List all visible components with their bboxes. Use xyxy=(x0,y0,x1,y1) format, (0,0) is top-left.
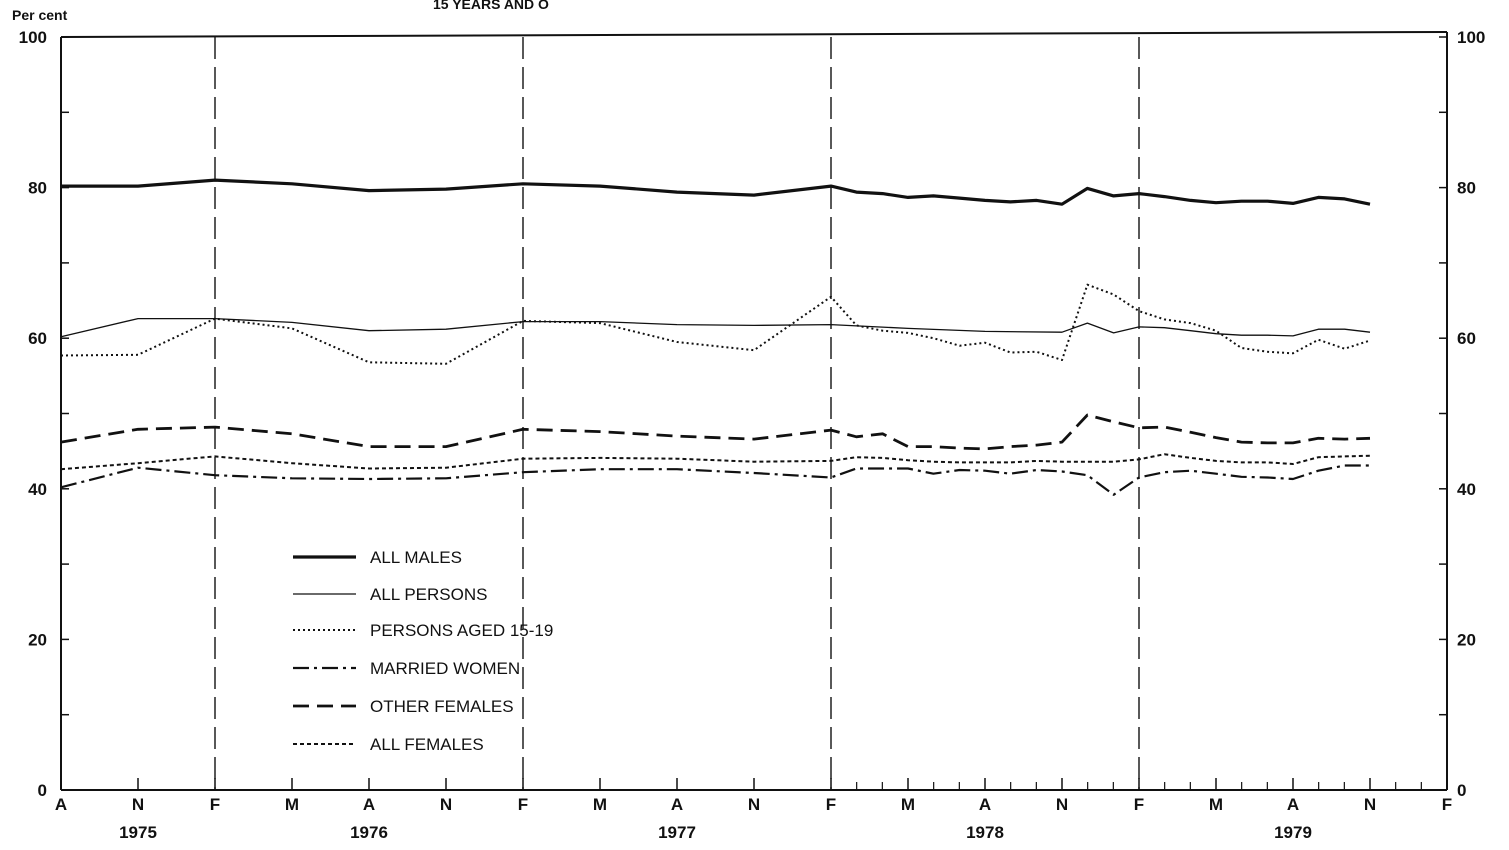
series-line-all-males xyxy=(61,178,1371,206)
february-gridlines xyxy=(214,37,1140,790)
x-year-label: 1975 xyxy=(119,823,157,842)
series-line-persons-aged-15-19 xyxy=(60,283,1371,365)
chart-title: 15 YEARS AND O xyxy=(433,0,549,12)
legend-label: ALL FEMALES xyxy=(370,735,484,754)
legend-label: MARRIED WOMEN xyxy=(370,659,520,678)
y-tick-label-right: 20 xyxy=(1457,630,1476,649)
legend-label: OTHER FEMALES xyxy=(370,697,514,716)
x-tick-label: A xyxy=(1287,795,1299,814)
x-tick-label: M xyxy=(1209,795,1223,814)
series-line-all-persons xyxy=(60,317,1371,338)
x-tick-label: F xyxy=(1442,795,1452,814)
x-tick-label: N xyxy=(748,795,760,814)
series-line-married-women xyxy=(60,464,1370,496)
y-tick-label-right: 100 xyxy=(1457,28,1485,47)
series-lines xyxy=(60,178,1371,496)
y-tick-label-right: 60 xyxy=(1457,329,1476,348)
legend-label: ALL PERSONS xyxy=(370,585,487,604)
x-tick-label: N xyxy=(440,795,452,814)
legend: ALL MALES ALL PERSONS PERSONS AGED 15-19 MA… xyxy=(293,548,553,754)
series-line-other-females xyxy=(60,413,1371,451)
x-tick-label: F xyxy=(826,795,836,814)
legend-label: PERSONS AGED 15-19 xyxy=(370,621,553,640)
legend-label: ALL MALES xyxy=(370,548,462,567)
x-tick-label: M xyxy=(285,795,299,814)
y-tick-label-left: 0 xyxy=(38,781,47,800)
x-tick-label: N xyxy=(1364,795,1376,814)
series-line-all-females xyxy=(60,453,1371,471)
y-tick-label-right: 80 xyxy=(1457,179,1476,198)
y-tick-label-right: 0 xyxy=(1457,781,1466,800)
y-tick-label-left: 40 xyxy=(28,480,47,499)
y-tick-label-left: 100 xyxy=(19,28,47,47)
y-tick-label-right: 40 xyxy=(1457,480,1476,499)
y-axis-ticks: 0 0 20 20 40 40 60 60 80 80 100 100 xyxy=(19,28,1486,800)
x-tick-label: A xyxy=(979,795,991,814)
x-tick-label: F xyxy=(518,795,528,814)
plot-frame xyxy=(60,31,1448,791)
y-axis-unit-label: Per cent xyxy=(12,7,68,23)
x-year-label: 1979 xyxy=(1274,823,1312,842)
x-year-label: 1977 xyxy=(658,823,696,842)
x-tick-label: N xyxy=(1056,795,1068,814)
x-tick-label: F xyxy=(210,795,220,814)
x-tick-label: A xyxy=(55,795,67,814)
x-tick-label: M xyxy=(901,795,915,814)
top-border xyxy=(60,31,1448,38)
x-year-label: 1976 xyxy=(350,823,388,842)
x-tick-label: N xyxy=(132,795,144,814)
x-tick-label: A xyxy=(671,795,683,814)
x-tick-label: F xyxy=(1134,795,1144,814)
x-year-label: 1978 xyxy=(966,823,1004,842)
x-tick-label: M xyxy=(593,795,607,814)
y-tick-label-left: 80 xyxy=(28,179,47,198)
x-axis-ticks: A N F M A N F M A N F M A N F M A N F 1975 1976 1977 1978 1979 xyxy=(55,778,1452,842)
y-tick-label-left: 20 xyxy=(28,630,47,649)
y-tick-label-left: 60 xyxy=(28,329,47,348)
x-tick-label: A xyxy=(363,795,375,814)
